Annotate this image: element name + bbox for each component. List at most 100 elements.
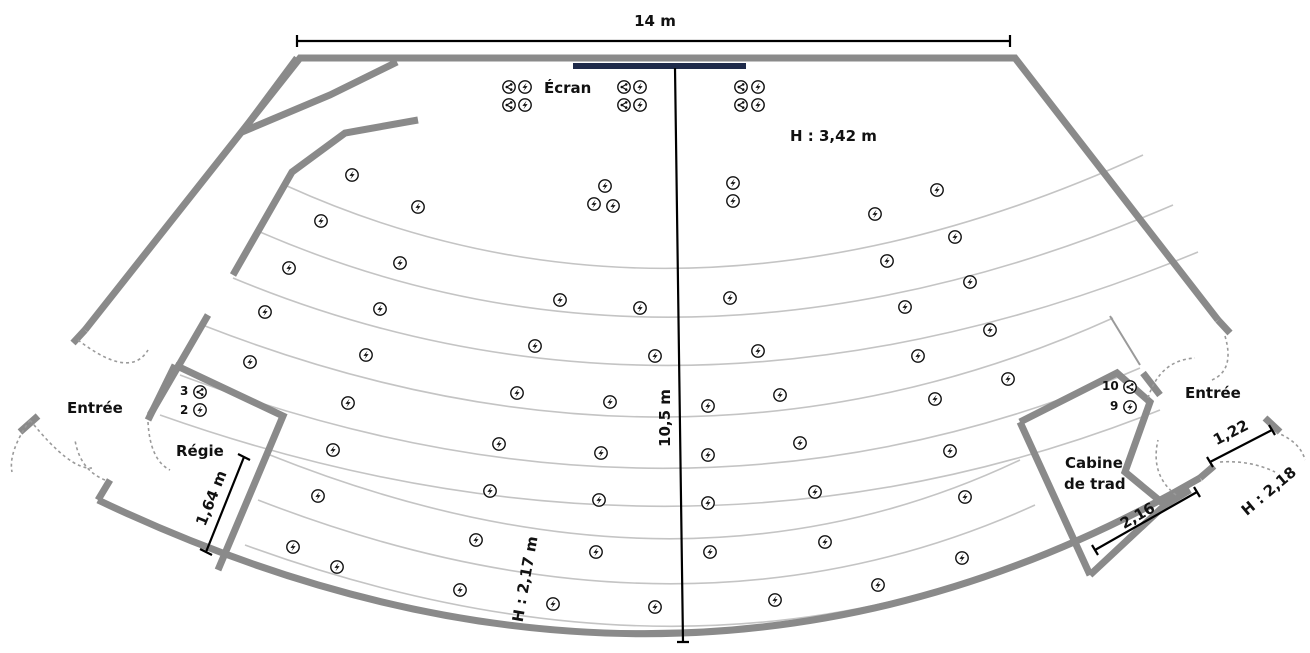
- lightning-icon: [868, 207, 882, 221]
- lightning-icon: [958, 490, 972, 504]
- left-wall-lower: [17, 413, 41, 435]
- lightning-icon: [603, 395, 617, 409]
- lightning-icon: [518, 98, 532, 112]
- outlet-icons: [193, 80, 1137, 614]
- lightning-icon: [751, 80, 765, 94]
- cabine-left: [1016, 420, 1094, 577]
- entrance-right-label: Entrée: [1185, 384, 1241, 402]
- share-icon: [734, 98, 748, 112]
- door-swing: [1147, 357, 1196, 399]
- lightning-icon: [326, 443, 340, 457]
- lightning-icon: [703, 545, 717, 559]
- lightning-icon: [955, 551, 969, 565]
- lightning-icon: [726, 194, 740, 208]
- lightning-icon: [510, 386, 524, 400]
- lightning-icon: [243, 355, 257, 369]
- lightning-icon: [930, 183, 944, 197]
- share-icon: [617, 80, 631, 94]
- lightning-icon: [345, 168, 359, 182]
- lightning-icon: [546, 597, 560, 611]
- room-walls: [17, 54, 1283, 638]
- door-swing: [147, 421, 171, 471]
- doors: [10, 335, 1306, 496]
- regie-dimension: [199, 453, 251, 556]
- lightning-icon: [286, 540, 300, 554]
- lightning-icon: [751, 98, 765, 112]
- lightning-icon: [648, 600, 662, 614]
- lightning-icon: [483, 484, 497, 498]
- door-swing: [1211, 335, 1229, 381]
- lightning-icon: [723, 291, 737, 305]
- lightning-icon: [193, 403, 207, 417]
- depth-label: 10,5 m: [656, 389, 674, 447]
- lightning-icon: [553, 293, 567, 307]
- seating-rows: [159, 154, 1199, 628]
- lightning-icon: [589, 545, 603, 559]
- door-swing: [1269, 429, 1306, 461]
- seating-row: [179, 367, 1141, 470]
- seating-row: [257, 499, 1036, 585]
- cabine-label-2: de trad: [1064, 475, 1126, 493]
- depth-dimension: [673, 67, 689, 644]
- lightning-icon: [701, 448, 715, 462]
- dimension-lines: [199, 35, 1276, 644]
- lightning-icon: [648, 349, 662, 363]
- cabine-door-wall: [1163, 486, 1192, 509]
- door-swing: [10, 419, 31, 473]
- door-swing: [74, 439, 106, 481]
- seating-row: [244, 544, 1051, 628]
- lightning-icon: [594, 446, 608, 460]
- lightning-icon: [469, 533, 483, 547]
- left-door-jamb-low: [94, 478, 114, 502]
- lightning-icon: [633, 98, 647, 112]
- entrance-left-label: Entrée: [67, 399, 123, 417]
- lightning-icon: [393, 256, 407, 270]
- lightning-icon: [793, 436, 807, 450]
- ceiling-height-label: H : 3,42 m: [790, 127, 877, 145]
- lightning-icon: [518, 80, 532, 94]
- lightning-icon: [492, 437, 506, 451]
- lightning-icon: [330, 560, 344, 574]
- lightning-icon: [726, 176, 740, 190]
- regie-power-number: 2: [180, 403, 188, 417]
- lightning-icon: [871, 578, 885, 592]
- right-door-jamb: [1215, 317, 1233, 336]
- share-icon: [193, 385, 207, 399]
- lightning-icon: [528, 339, 542, 353]
- seating-row: [232, 251, 1199, 367]
- share-icon: [502, 80, 516, 94]
- lightning-icon: [898, 300, 912, 314]
- row-end-wall: [1109, 315, 1141, 366]
- cabine-label-1: Cabine: [1065, 454, 1123, 472]
- lightning-icon: [453, 583, 467, 597]
- left-door-jamb: [70, 327, 88, 346]
- door-swing: [29, 419, 93, 469]
- lightning-icon: [359, 348, 373, 362]
- stage-wall-lower: [229, 116, 419, 277]
- regie-room: [173, 361, 288, 572]
- lightning-icon: [701, 399, 715, 413]
- lightning-icon: [373, 302, 387, 316]
- width-label: 14 m: [634, 12, 676, 30]
- back-wall: [96, 474, 1202, 638]
- lightning-icon: [911, 349, 925, 363]
- stage-wall-upper: [240, 58, 399, 136]
- share-icon: [1123, 380, 1137, 394]
- lightning-icon: [598, 179, 612, 193]
- lightning-icon: [633, 80, 647, 94]
- regie-inner: [144, 363, 179, 422]
- cabine-power-number: 9: [1110, 399, 1118, 413]
- lightning-icon: [948, 230, 962, 244]
- right-wall-lower: [1262, 415, 1283, 435]
- seating-row: [259, 204, 1174, 319]
- lightning-icon: [928, 392, 942, 406]
- screen-label: Écran: [544, 78, 591, 97]
- stage-wall-diag: [239, 55, 300, 135]
- lightning-icon: [701, 496, 715, 510]
- door-swing: [1155, 439, 1177, 496]
- lightning-icon: [314, 214, 328, 228]
- lightning-icon: [341, 396, 355, 410]
- right-door-lower-jamb: [1197, 463, 1217, 481]
- lightning-icon: [1001, 372, 1015, 386]
